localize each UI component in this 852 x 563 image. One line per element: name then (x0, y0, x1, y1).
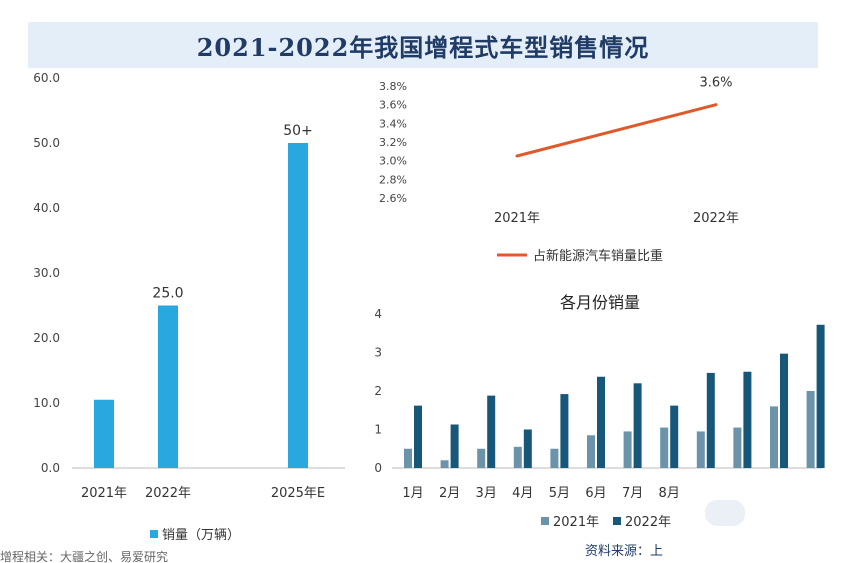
bar (770, 406, 778, 468)
annual-sales-chart: 0.0 10.0 20.0 30.0 40.0 50.0 60.0 2021年 2022年 25.… (33, 71, 345, 543)
bar (404, 448, 412, 468)
source-note: 资料来源：上 (585, 544, 664, 559)
x-tick-label: 2022年 (693, 211, 739, 226)
x-tick-label: 1月 (402, 486, 423, 501)
bar (487, 395, 496, 468)
bar (706, 372, 715, 468)
y-tick-label: 2.6% (379, 192, 407, 205)
bar (440, 460, 449, 468)
bar (550, 448, 559, 468)
y-tick-label: 3.0% (379, 155, 407, 168)
y-tick-label: 50.0 (33, 136, 60, 150)
bar (743, 371, 752, 468)
bar (450, 424, 459, 468)
bar (288, 143, 308, 468)
y-tick-label: 3.2% (379, 136, 407, 149)
bar (513, 446, 522, 468)
data-label: 3.6% (699, 76, 732, 91)
bar (94, 399, 114, 468)
footer-note: 增程相关：大疆之创、易爱研究 (0, 550, 169, 563)
bar (597, 376, 605, 468)
y-tick-label: 40.0 (33, 201, 60, 215)
x-tick-label: 6月 (585, 486, 606, 501)
x-tick-label: 2月 (439, 486, 460, 501)
x-tick-label: 2022年 (145, 486, 191, 501)
legend-swatch (541, 517, 549, 525)
y-tick-label: 0 (374, 461, 382, 475)
bar (158, 305, 178, 468)
y-tick-label: 20.0 (33, 331, 60, 345)
series-line (515, 103, 718, 158)
y-tick-label: 1 (374, 423, 382, 437)
y-tick-label: 4 (374, 307, 382, 321)
y-tick-label: 60.0 (33, 71, 60, 85)
chart-title: 各月份销量 (560, 293, 640, 312)
x-tick-label: 4月 (512, 486, 533, 501)
bar (523, 429, 532, 468)
bar (587, 435, 595, 468)
bar (414, 405, 422, 468)
y-tick-label: 3.6% (379, 99, 407, 112)
x-tick-label: 2021年 (81, 486, 127, 501)
x-tick-label: 7月 (622, 486, 643, 501)
legend-swatch (150, 530, 158, 538)
page-title: 2021-2022年我国增程式车型销售情况 (196, 32, 650, 62)
y-tick-label: 3.4% (379, 117, 407, 130)
bar (477, 448, 486, 468)
bar (816, 324, 825, 468)
y-tick-label: 30.0 (33, 266, 60, 280)
legend-label: 2021年 (553, 515, 599, 530)
bar (670, 405, 679, 468)
data-label: 50+ (283, 123, 313, 139)
bar (623, 431, 632, 468)
x-tick-label: 2025年E (271, 486, 325, 501)
data-label: 25.0 (152, 286, 183, 302)
x-tick-label: 8月 (659, 486, 680, 501)
x-tick-label: 5月 (549, 486, 570, 501)
legend-label: 占新能源汽车销量比重 (533, 248, 663, 264)
bar (633, 383, 642, 468)
bar (560, 394, 569, 468)
x-tick-label: 2021年 (494, 211, 540, 226)
title-bar: 2021-2022年我国增程式车型销售情况 (28, 22, 818, 68)
bar (660, 427, 669, 468)
bar (780, 353, 788, 468)
bar (806, 391, 815, 468)
brand-logo (705, 500, 745, 526)
x-tick-label: 3月 (476, 486, 497, 501)
bar (733, 427, 742, 468)
y-tick-label: 2 (374, 384, 382, 398)
y-tick-label: 3.8% (379, 80, 407, 93)
y-tick-label: 3 (374, 346, 382, 360)
legend-label: 2022年 (625, 515, 671, 530)
bar (696, 431, 705, 468)
monthly-sales-chart: 各月份销量 0 1 2 3 4 1月 2月 3月 4月 5月 6月 7月 8月 2021年 2022年 (374, 293, 825, 530)
legend-swatch (613, 517, 621, 525)
y-tick-label: 2.8% (379, 173, 407, 186)
share-line-chart: 2.6% 2.8% 3.0% 3.2% 3.4% 3.6% 3.8% 2021年 2022年 3.… (379, 76, 739, 264)
y-tick-label: 0.0 (41, 461, 60, 475)
y-tick-label: 10.0 (33, 396, 60, 410)
legend-label: 销量（万辆） (162, 528, 240, 543)
